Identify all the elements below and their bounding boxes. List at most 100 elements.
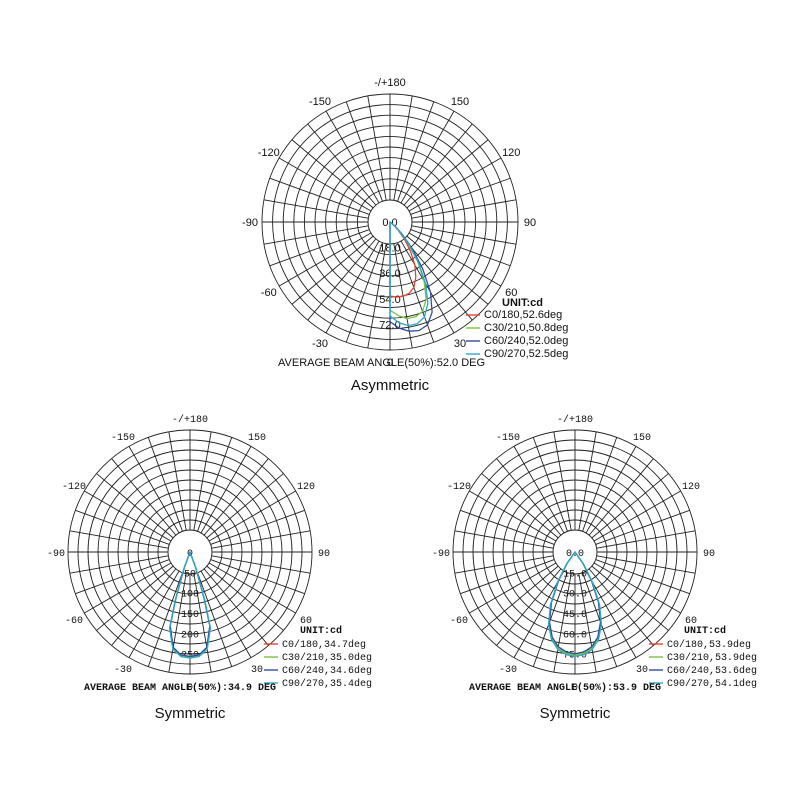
angle-label: 150: [633, 433, 651, 444]
legend-label: C30/210,53.9deg: [667, 652, 757, 664]
grid-spoke: [197, 437, 233, 532]
grid-spoke: [69, 555, 169, 574]
angle-label: 0: [387, 357, 393, 369]
grid-spoke: [291, 235, 374, 305]
grid-spoke: [591, 473, 669, 539]
grid-spoke: [168, 573, 187, 673]
angle-label: -120: [62, 482, 86, 493]
angle-label: 120: [502, 147, 520, 159]
grid-spoke: [406, 235, 489, 305]
legend-label: C30/210,35.0deg: [282, 652, 372, 664]
grid-spoke: [596, 555, 696, 574]
angle-label: -60: [450, 616, 468, 627]
grid-spoke: [408, 232, 502, 287]
grid-spoke: [291, 139, 374, 209]
polar-chart-3: -/+180 150 120 90 60 30 0 -30 -60 -90 -120 -150 0.0 1…: [432, 414, 757, 722]
grid-spoke: [325, 240, 380, 334]
angle-label: -/+180: [374, 77, 406, 89]
grid-spoke: [345, 242, 383, 343]
grid-spoke: [197, 572, 233, 667]
chart-title: Asymmetric: [351, 377, 430, 394]
angle-label: -150: [496, 433, 520, 444]
radial-label: 200: [181, 630, 199, 641]
grid-spoke: [411, 199, 517, 219]
angle-label: 30: [454, 338, 466, 350]
grid-spoke: [469, 490, 557, 542]
angle-label: 120: [297, 482, 315, 493]
grid-spoke: [200, 570, 252, 658]
radial-label: 0.0: [566, 549, 584, 560]
grid-spoke: [481, 473, 559, 539]
grid-spoke: [269, 177, 370, 215]
grid-spoke: [96, 565, 174, 631]
legend-label: C0/180,53.9deg: [667, 639, 751, 651]
grid-spoke: [211, 555, 311, 574]
radial-label: 150: [181, 610, 199, 621]
grid-spoke: [393, 95, 413, 201]
angle-label: -60: [65, 616, 83, 627]
grid-spoke: [591, 565, 669, 631]
grid-spoke: [410, 229, 511, 267]
grid-spoke: [269, 229, 370, 267]
grid-spoke: [325, 110, 380, 204]
grid-spoke: [469, 562, 557, 614]
angle-label: -150: [309, 96, 331, 108]
legend-label: C30/210,50.8deg: [484, 322, 568, 334]
angle-label: 120: [682, 482, 700, 493]
grid-spoke: [578, 431, 597, 531]
grid-spoke: [460, 559, 555, 595]
legend-label: C60/240,34.6deg: [282, 665, 372, 677]
grid-spoke: [496, 458, 562, 536]
grid-spoke: [513, 446, 565, 534]
unit-label: UNIT:cd: [684, 625, 726, 637]
angle-label: -/+180: [172, 414, 208, 426]
angle-label: -60: [261, 287, 277, 299]
angle-label: 60: [505, 287, 517, 299]
grid-spoke: [585, 570, 637, 658]
grid-spoke: [345, 101, 383, 202]
grid-spoke: [400, 240, 455, 334]
angle-label: -90: [242, 217, 258, 229]
grid-spoke: [111, 568, 177, 646]
radial-label: 0: [187, 549, 193, 560]
grid-spoke: [96, 473, 174, 539]
angle-label: 0: [187, 683, 193, 694]
grid-spoke: [582, 437, 618, 532]
grid-spoke: [75, 509, 170, 545]
angle-label: -90: [47, 549, 65, 560]
legend-label: C0/180,34.7deg: [282, 639, 366, 651]
grid-spoke: [206, 565, 284, 631]
grid-spoke: [278, 157, 372, 212]
radial-label: 15.0: [563, 569, 587, 580]
grid-spoke: [403, 238, 473, 321]
chart-title: Symmetric: [540, 705, 611, 722]
grid-spoke: [111, 458, 177, 536]
legend-label: C90/270,35.4deg: [282, 678, 372, 690]
angle-label: 90: [703, 549, 715, 560]
angle-label: -120: [447, 482, 471, 493]
grid-spoke: [595, 509, 690, 545]
grid-spoke: [208, 562, 296, 614]
radial-label: 30.0: [563, 590, 587, 601]
unit-label: UNIT:cd: [300, 625, 342, 637]
grid-spoke: [263, 225, 369, 245]
angle-label: 150: [451, 96, 469, 108]
grid-spoke: [410, 177, 511, 215]
beam-angle-footer: AVERAGE BEAM ANGLE(50%):34.9 DEG: [84, 682, 276, 694]
grid-spoke: [147, 437, 183, 532]
grid-spoke: [168, 431, 187, 531]
beam-angle-footer: AVERAGE BEAM ANGLE(50%):53.9 DEG: [469, 682, 661, 694]
grid-spoke: [211, 530, 311, 549]
angle-label: -150: [111, 433, 135, 444]
series-curve-4: [547, 551, 603, 658]
angle-label: 150: [248, 433, 266, 444]
series-curve-4: [168, 551, 212, 659]
grid-spoke: [84, 490, 172, 542]
grid-spoke: [553, 573, 572, 673]
grid-spoke: [578, 573, 597, 673]
grid-spoke: [454, 530, 554, 549]
beam-angle-footer: AVERAGE BEAM ANGLE(50%):52.0 DEG: [278, 357, 485, 369]
grid-spoke: [193, 573, 212, 673]
angle-label: 60: [685, 616, 697, 627]
grid-spoke: [411, 225, 517, 245]
